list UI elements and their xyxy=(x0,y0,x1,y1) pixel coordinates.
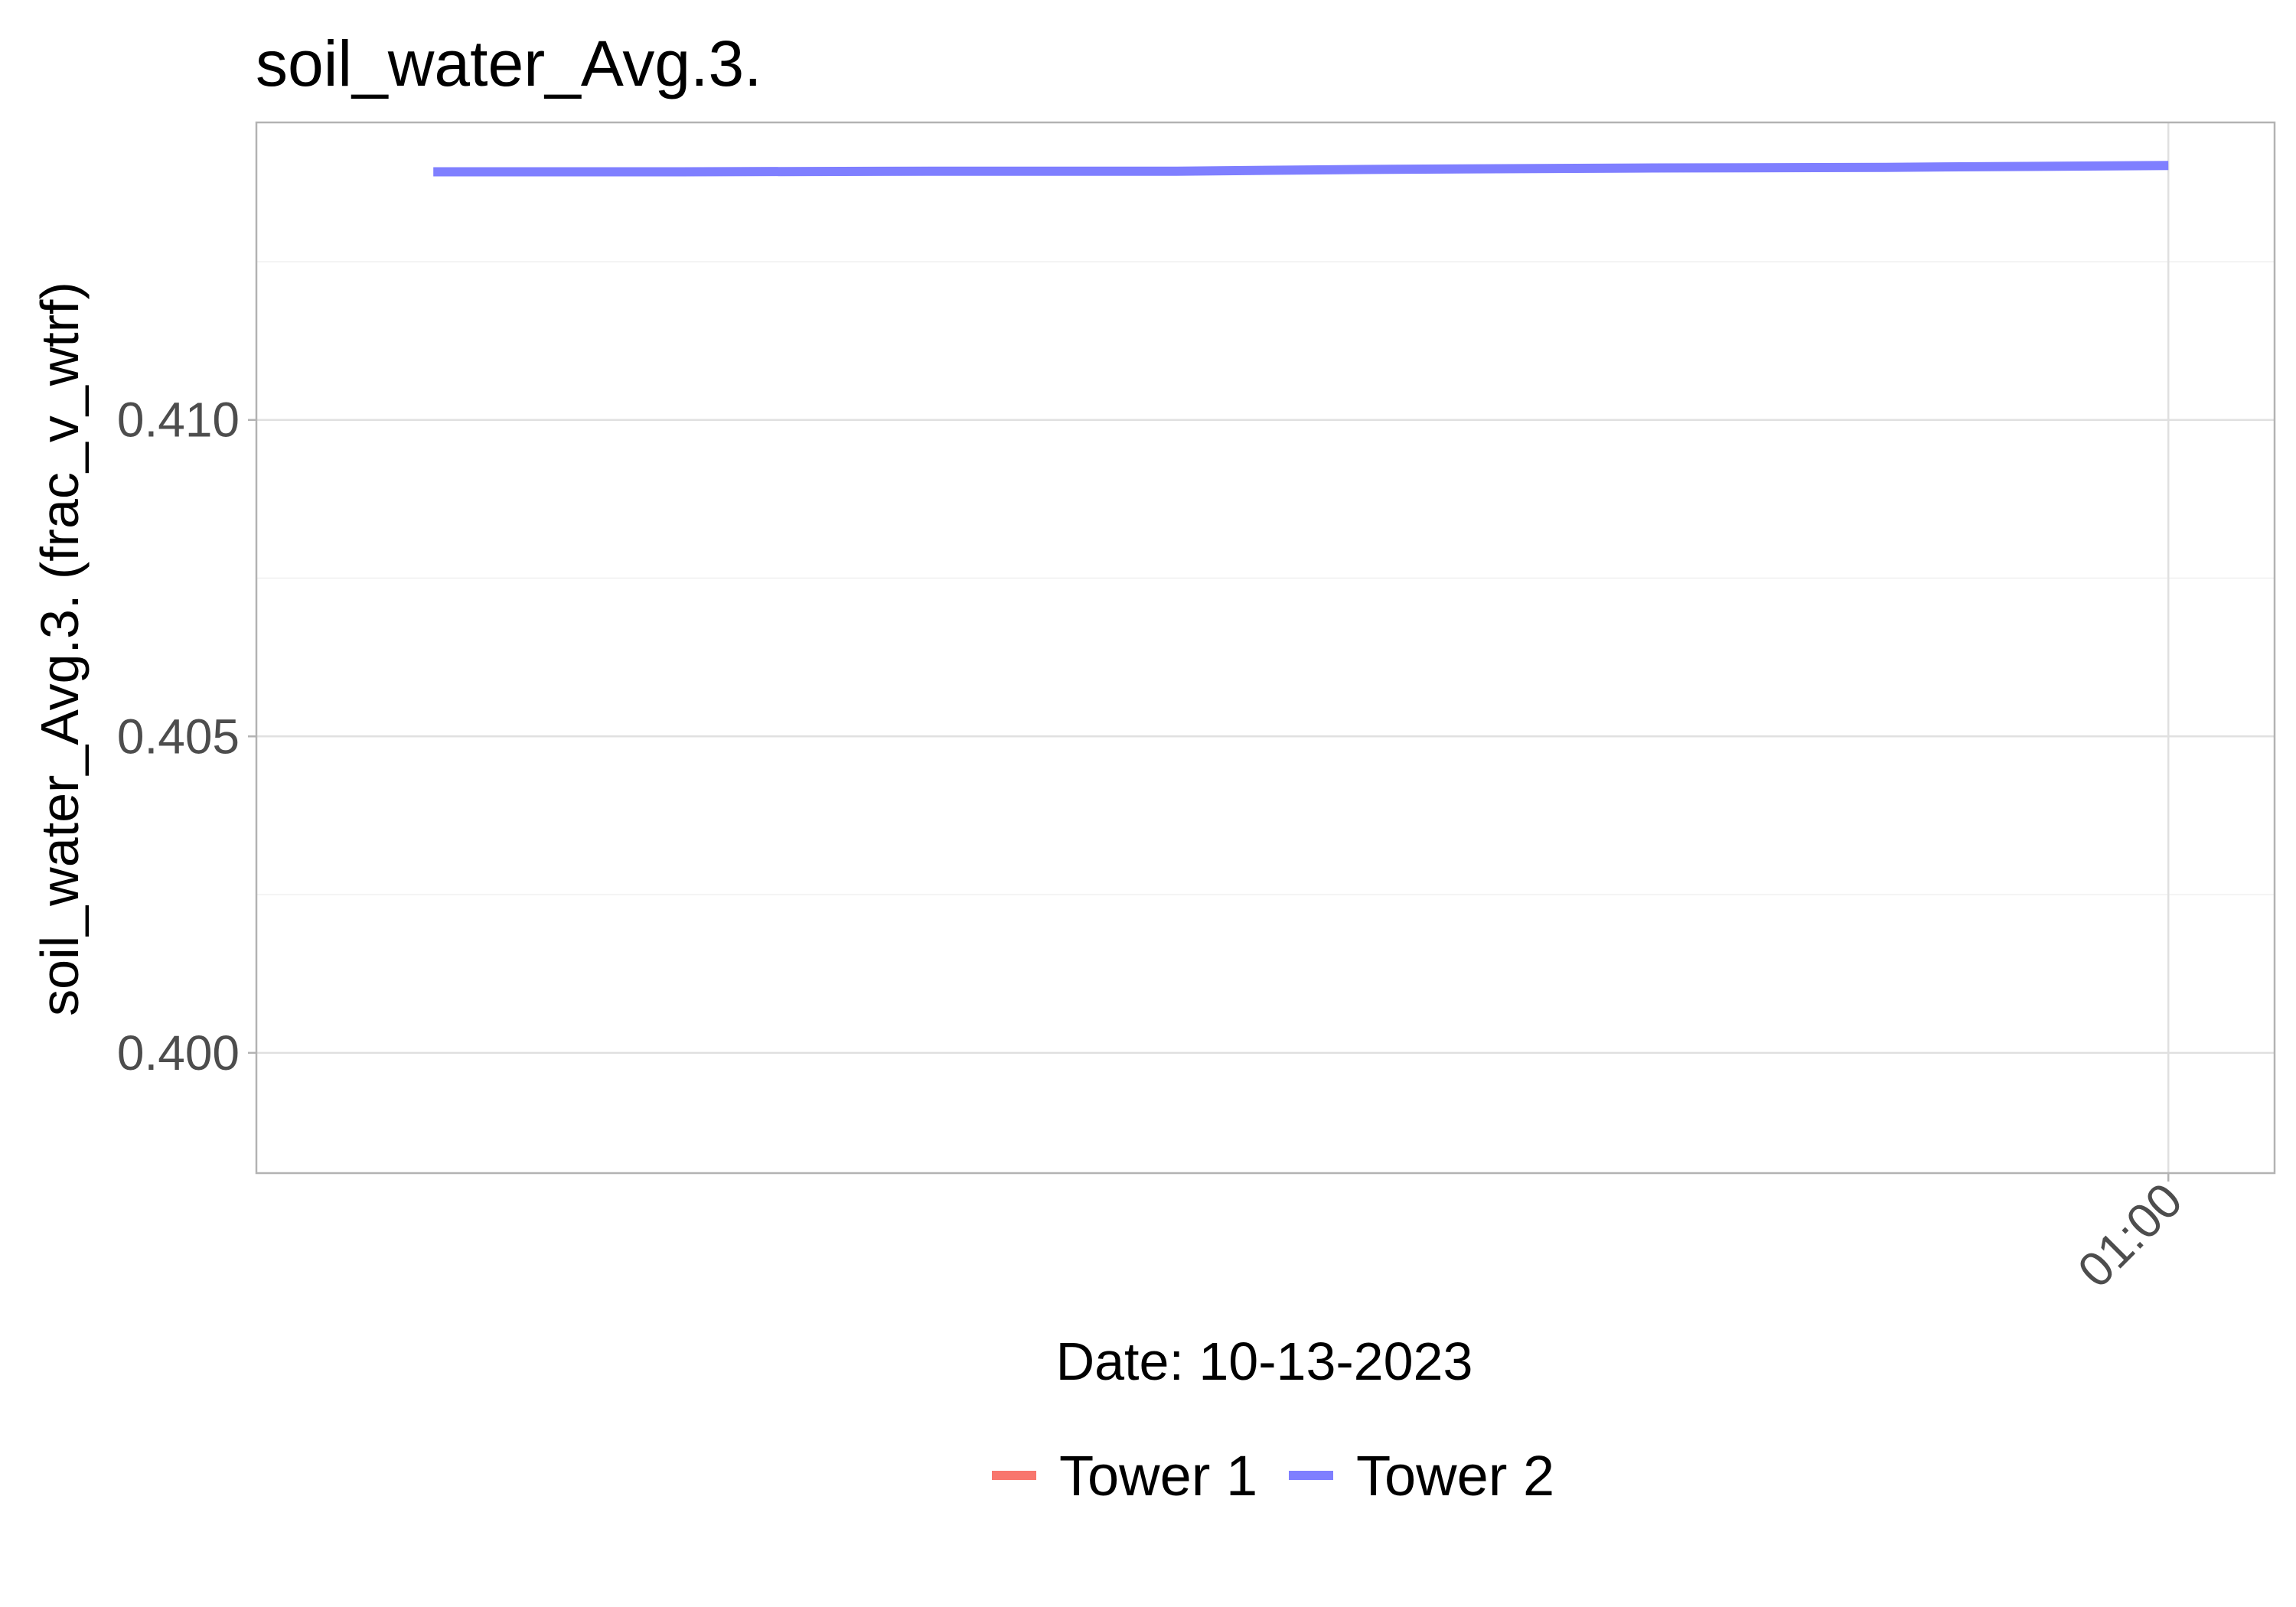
grid-major-y xyxy=(256,419,2275,1054)
grid-minor-y xyxy=(256,261,2275,895)
legend-label-tower-2: Tower 2 xyxy=(1356,1444,1554,1508)
x-axis: 01:00 xyxy=(2067,1172,2193,1298)
y-axis-title: soil_water_Avg.3. (frac_v_wtrf) xyxy=(30,282,90,1016)
y-axis: 0.400 0.405 0.410 xyxy=(117,393,256,1081)
panel-border xyxy=(255,121,2276,1175)
chart-title: soil_water_Avg.3. xyxy=(256,28,762,99)
x-tick-label: 01:00 xyxy=(2067,1172,2193,1298)
y-tick-label: 0.410 xyxy=(117,393,240,448)
y-tick-label: 0.405 xyxy=(117,709,240,764)
legend-label-tower-1: Tower 1 xyxy=(1059,1444,1257,1508)
legend: Tower 1 Tower 2 xyxy=(992,1444,1554,1508)
x-axis-title: Date: 10-13-2023 xyxy=(1056,1332,1473,1391)
plot-panel xyxy=(255,121,2276,1175)
series-lines xyxy=(433,161,2169,177)
y-tick-label: 0.400 xyxy=(117,1025,240,1081)
series-line-tower-2 xyxy=(433,161,2169,177)
